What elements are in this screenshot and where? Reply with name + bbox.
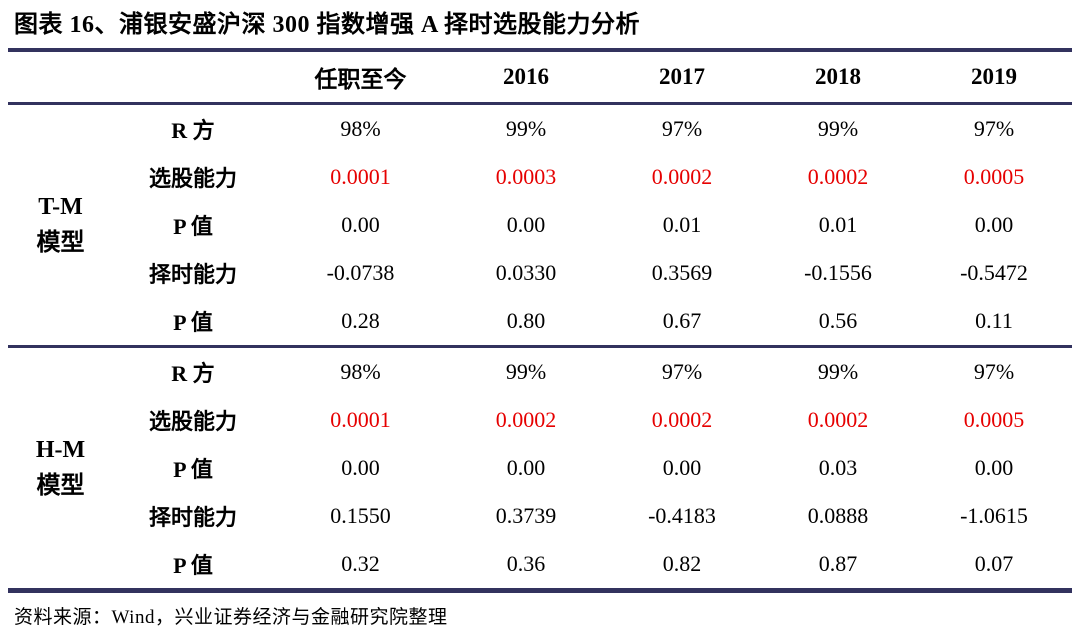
model-label-line2: 模型	[36, 230, 85, 256]
table-cell: 0.00	[974, 212, 1014, 237]
table-cell: 0.00	[341, 212, 380, 237]
model-label-line1: T-M	[38, 194, 83, 220]
table-cell: 0.0001	[330, 164, 391, 189]
table-row: P 值 0.00 0.00 0.01 0.01 0.00	[113, 201, 1072, 249]
row-label: 择时能力	[148, 262, 237, 287]
model-label-tm: T-M 模型	[8, 105, 113, 345]
table-cell: 99%	[505, 359, 547, 384]
model-label-line2: 模型	[36, 473, 85, 499]
table-cell: 0.3739	[495, 503, 557, 528]
table-cell: 0.07	[974, 551, 1014, 576]
table-cell: 99%	[817, 359, 859, 384]
table-cell: 0.0001	[330, 407, 391, 432]
table-cell: 99%	[817, 116, 859, 141]
table-cell: 0.32	[341, 551, 380, 576]
table-cell: 97%	[661, 116, 703, 141]
table-cell: 0.00	[974, 455, 1014, 480]
table-cell: 0.0002	[495, 407, 557, 432]
table-cell: 0.1550	[330, 503, 391, 528]
row-label: 择时能力	[148, 505, 237, 530]
table-cell: 0.00	[341, 455, 380, 480]
source-note: 资料来源：Wind，兴业证券经济与金融研究院整理	[14, 607, 448, 628]
table-cell: 0.00	[662, 455, 702, 480]
table-cell: -0.5472	[960, 260, 1028, 285]
column-header-tenure: 任职至今	[314, 67, 407, 92]
table-row: 择时能力 -0.0738 0.0330 0.3569 -0.1556 -0.54…	[113, 249, 1072, 297]
divider-bottom	[8, 588, 1072, 593]
row-label: P 值	[173, 457, 213, 482]
column-header-2016: 2016	[503, 64, 549, 89]
table-row: 选股能力 0.0001 0.0002 0.0002 0.0002 0.0005	[113, 396, 1072, 444]
table-cell: 0.0005	[963, 407, 1025, 432]
table-row: P 值 0.28 0.80 0.67 0.56 0.11	[113, 297, 1072, 345]
table-cell: 0.0330	[495, 260, 557, 285]
table-cell: 97%	[973, 116, 1015, 141]
figure-title: 图表 16、浦银安盛沪深 300 指数增强 A 择时选股能力分析	[14, 12, 641, 38]
divider-title	[8, 48, 1072, 52]
row-label: R 方	[171, 118, 215, 143]
table-cell: -0.0738	[326, 260, 395, 285]
table-cell: 0.0002	[651, 407, 713, 432]
table-cell: 0.56	[818, 308, 858, 333]
table-cell: 0.67	[662, 308, 702, 333]
table-cell: -1.0615	[960, 503, 1028, 528]
table-cell: 0.00	[506, 212, 546, 237]
column-header-2017: 2017	[659, 64, 705, 89]
table-row: P 值 0.32 0.36 0.82 0.87 0.07	[113, 540, 1072, 588]
table-cell: 0.80	[506, 308, 546, 333]
table-row: 选股能力 0.0001 0.0003 0.0002 0.0002 0.0005	[113, 153, 1072, 201]
row-label: 选股能力	[148, 166, 237, 191]
table-cell: 97%	[973, 359, 1015, 384]
table-cell: 0.87	[818, 551, 858, 576]
row-label: P 值	[173, 553, 213, 578]
divider-header	[8, 102, 1072, 105]
table-cell: 0.0002	[651, 164, 713, 189]
table-cell: 0.82	[662, 551, 702, 576]
table-header-row: 任职至今 2016 2017 2018 2019	[8, 52, 1072, 102]
table-cell: 0.36	[506, 551, 546, 576]
table-cell: 0.0888	[807, 503, 869, 528]
table-cell: 0.01	[818, 212, 858, 237]
table-cell: 0.28	[341, 308, 380, 333]
table-cell: 97%	[661, 359, 703, 384]
divider-sections	[8, 345, 1072, 348]
table-cell: 0.03	[818, 455, 858, 480]
table-cell: 0.01	[662, 212, 702, 237]
table-row: P 值 0.00 0.00 0.00 0.03 0.00	[113, 444, 1072, 492]
model-label-line1: H-M	[35, 437, 86, 463]
row-label: P 值	[173, 214, 213, 239]
row-label: 选股能力	[148, 409, 237, 434]
table-cell: -0.4183	[648, 503, 716, 528]
table-cell: 0.0005	[963, 164, 1025, 189]
column-header-2019: 2019	[971, 64, 1017, 89]
table-cell: 0.3569	[651, 260, 713, 285]
row-label: R 方	[171, 361, 215, 386]
table-cell: 98%	[340, 359, 381, 384]
table-row: 择时能力 0.1550 0.3739 -0.4183 0.0888 -1.061…	[113, 492, 1072, 540]
column-header-2018: 2018	[815, 64, 861, 89]
hm-rows: R 方 98% 99% 97% 99% 97% 选股能力 0.0001 0.00…	[113, 348, 1072, 588]
table-cell: 0.0002	[807, 407, 869, 432]
table-cell: 99%	[505, 116, 547, 141]
table-row: R 方 98% 99% 97% 99% 97%	[113, 348, 1072, 396]
table-cell: 0.0003	[495, 164, 557, 189]
tm-rows: R 方 98% 99% 97% 99% 97% 选股能力 0.0001 0.00…	[113, 105, 1072, 345]
model-section-tm: T-M 模型 R 方 98% 99% 97% 99% 97% 选股能力 0.00…	[8, 105, 1072, 345]
model-label-hm: H-M 模型	[8, 348, 113, 588]
table-cell: 0.00	[506, 455, 546, 480]
table-cell: -0.1556	[804, 260, 872, 285]
row-label: P 值	[173, 310, 213, 335]
table-cell: 0.11	[975, 308, 1013, 333]
table-row: R 方 98% 99% 97% 99% 97%	[113, 105, 1072, 153]
model-section-hm: H-M 模型 R 方 98% 99% 97% 99% 97% 选股能力 0.00…	[8, 348, 1072, 588]
table-cell: 0.0002	[807, 164, 869, 189]
table-cell: 98%	[340, 116, 381, 141]
